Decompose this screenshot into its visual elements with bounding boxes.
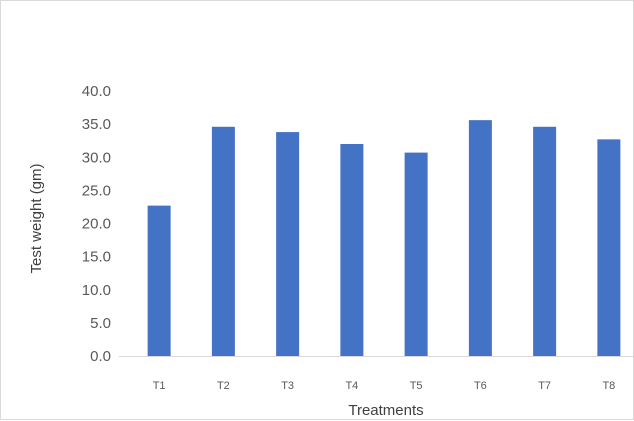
bar-t2 bbox=[211, 126, 235, 357]
x-axis-ticks: T1 T2 T3 T4 T5 T6 T7 T8 bbox=[153, 380, 616, 392]
x-tick-label: T3 bbox=[281, 380, 294, 392]
x-tick-label: T8 bbox=[602, 380, 615, 392]
x-tick-label: T4 bbox=[345, 380, 358, 392]
y-tick-label: 30.0 bbox=[82, 149, 111, 166]
y-tick-label: 20.0 bbox=[82, 216, 111, 233]
y-tick-label: 40.0 bbox=[82, 83, 111, 100]
y-tick-label: 35.0 bbox=[82, 116, 111, 133]
bar-t8 bbox=[597, 139, 621, 356]
bar-t3 bbox=[276, 132, 300, 356]
x-axis-title: Treatments bbox=[348, 402, 423, 419]
y-tick-label: 25.0 bbox=[82, 182, 111, 199]
y-tick-label: 15.0 bbox=[82, 249, 111, 266]
x-tick-label: T5 bbox=[410, 380, 423, 392]
y-tick-label: 10.0 bbox=[82, 282, 111, 299]
bars bbox=[147, 120, 621, 357]
x-tick-label: T1 bbox=[153, 380, 166, 392]
y-axis-title: Test weight (gm) bbox=[28, 163, 45, 273]
x-tick-label: T2 bbox=[217, 380, 230, 392]
bar-t1 bbox=[147, 205, 171, 356]
x-tick-label: T6 bbox=[474, 380, 487, 392]
bar-t4 bbox=[340, 144, 364, 356]
bar-t6 bbox=[468, 120, 492, 357]
y-tick-label: 0.0 bbox=[90, 348, 111, 365]
x-tick-label: T7 bbox=[538, 380, 551, 392]
bar-t7 bbox=[533, 126, 557, 357]
y-axis-ticks: 0.0 5.0 10.0 15.0 20.0 25.0 30.0 35.0 40.0 bbox=[82, 83, 111, 365]
bar-t5 bbox=[404, 152, 428, 356]
y-tick-label: 5.0 bbox=[90, 315, 111, 332]
